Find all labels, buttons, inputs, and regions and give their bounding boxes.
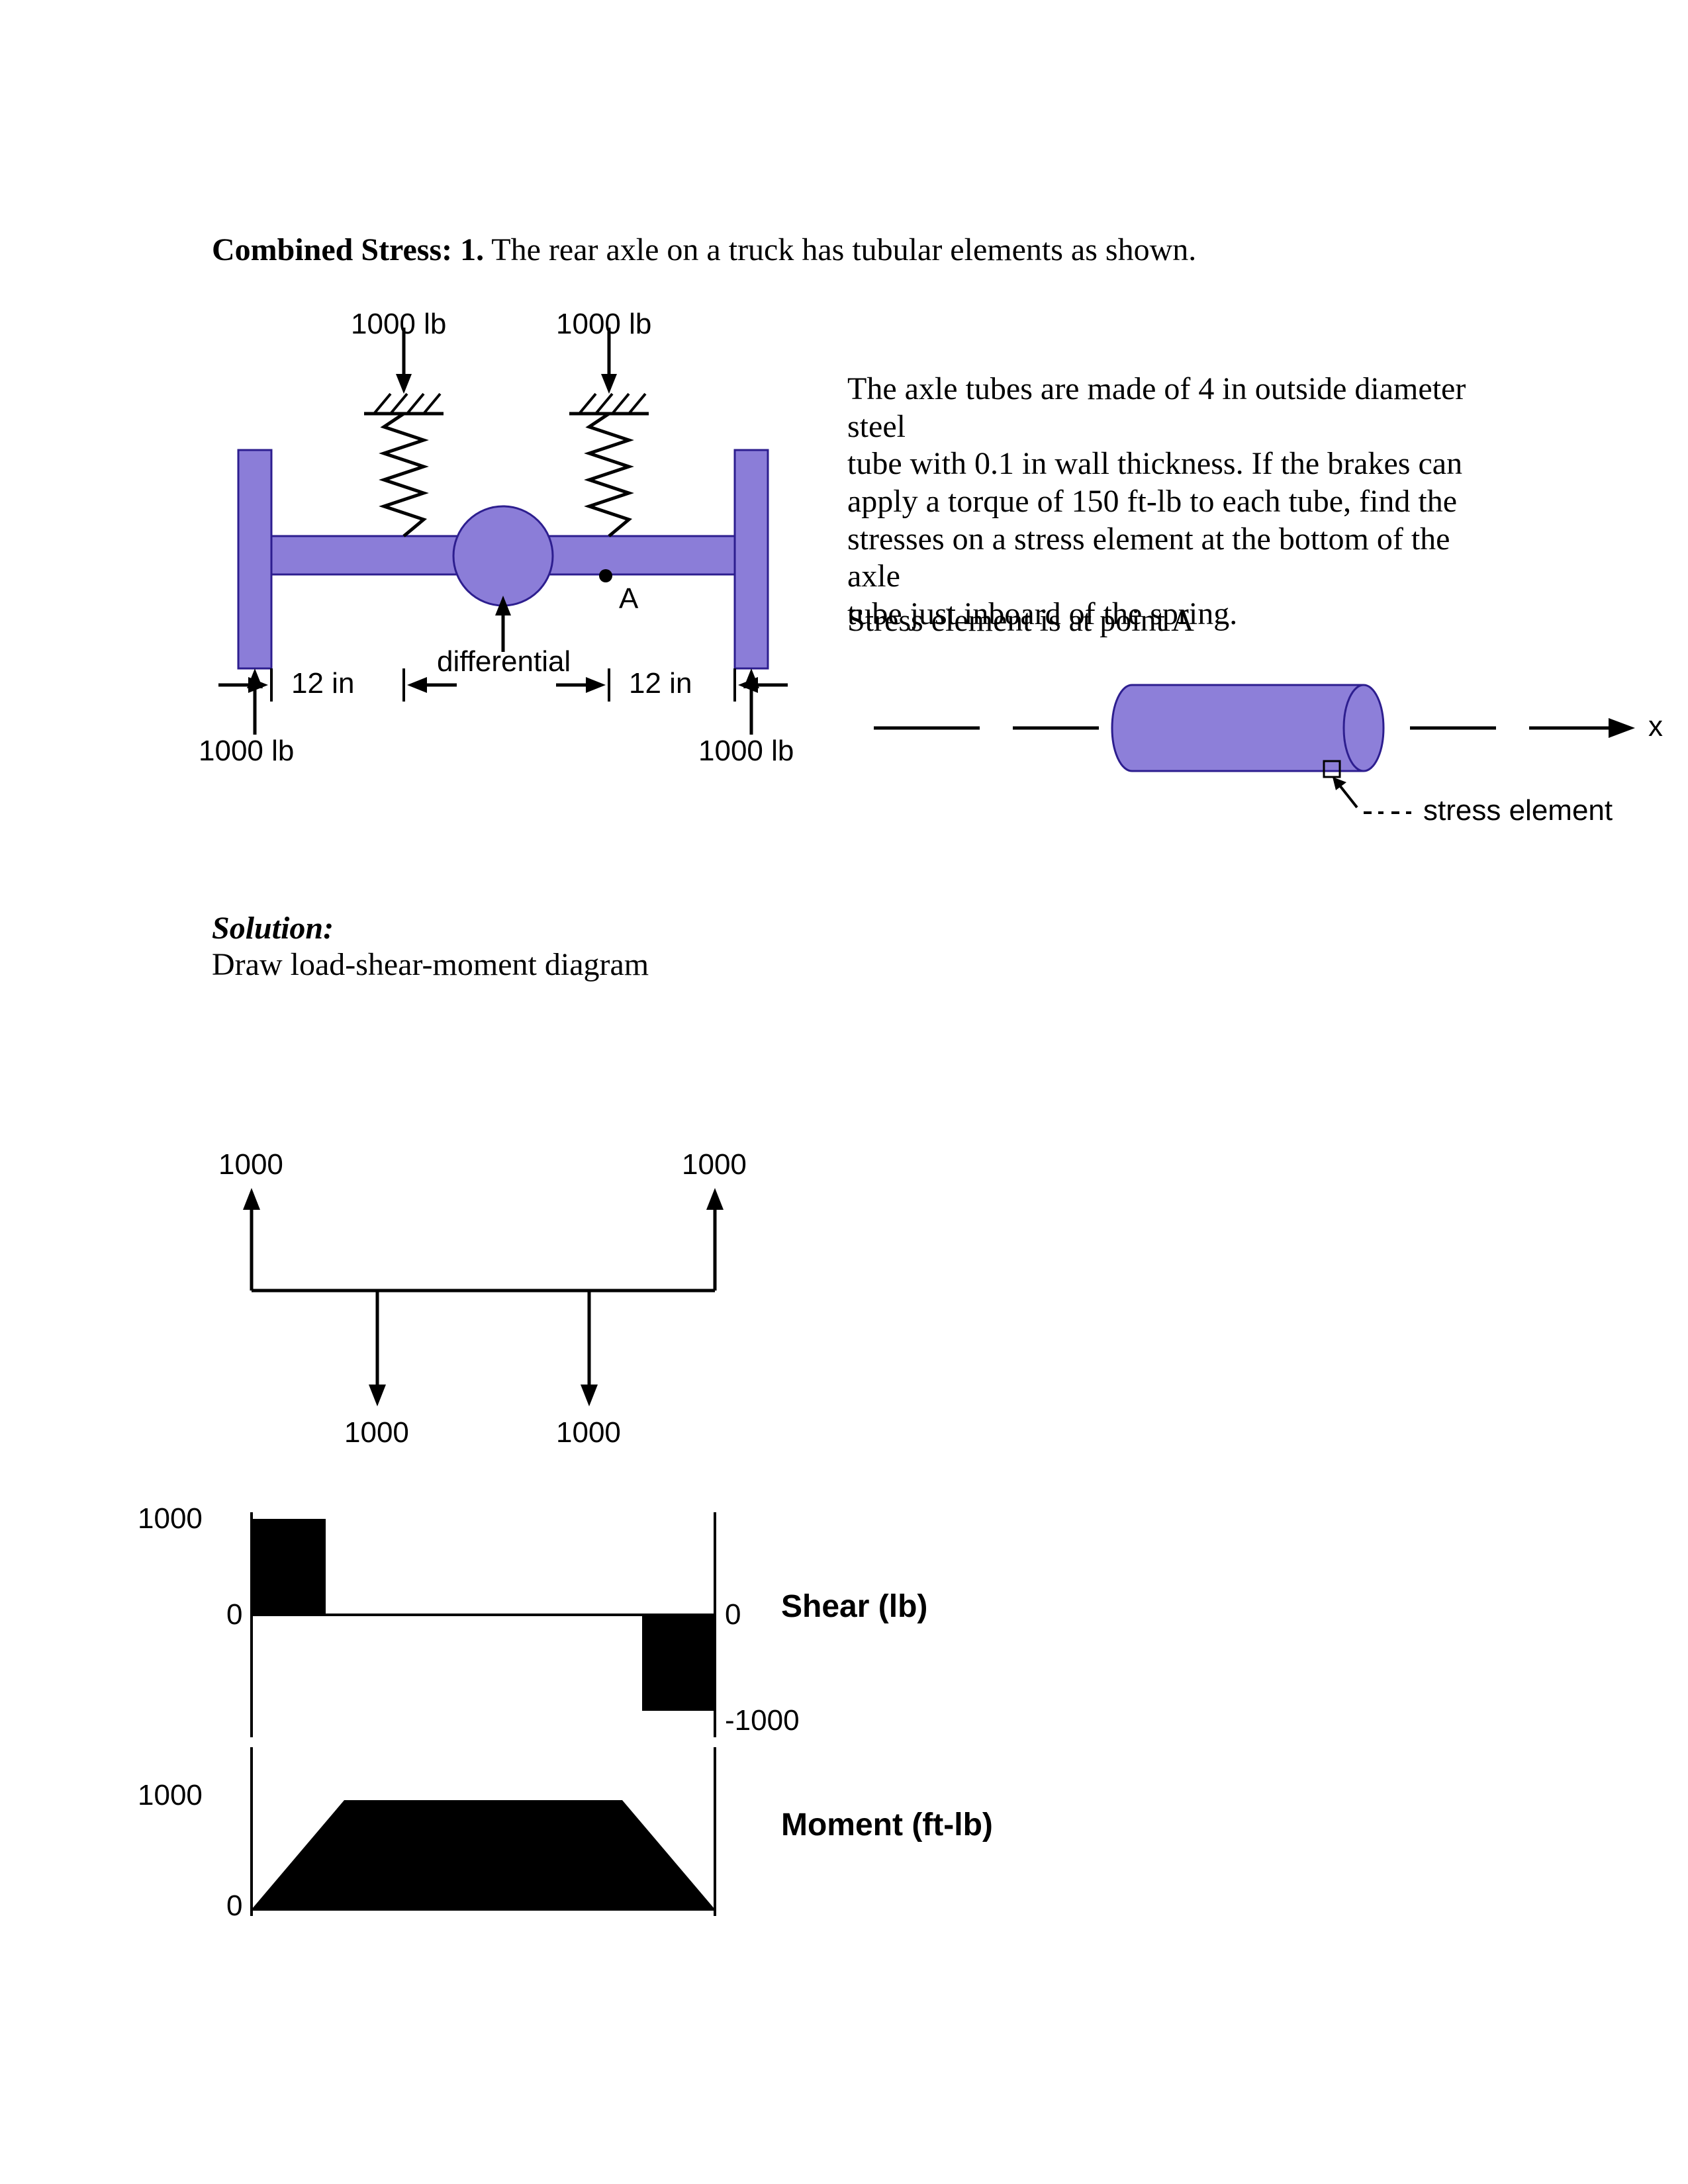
down-arrow-head (581, 1385, 598, 1406)
hatch (579, 394, 596, 414)
shear-diagram (212, 1502, 808, 1747)
x-axis-label: x (1648, 710, 1663, 743)
shear-zero-left-label: 0 (226, 1598, 242, 1631)
problem-line: stresses on a stress element at the bott… (847, 521, 1509, 596)
dim-right-label: 12 in (629, 667, 692, 700)
load-up-right-label: 1000 (682, 1148, 747, 1181)
stress-element-label: stress element (1423, 794, 1613, 827)
hatch (407, 394, 424, 414)
left-spring-assembly (364, 328, 444, 536)
load-top-left-label: 1000 lb (351, 308, 446, 341)
load-down-right-label: 1000 (556, 1416, 621, 1449)
differential-label: differential (437, 645, 571, 678)
up-arrow-head (706, 1188, 724, 1210)
load-top-right-label: 1000 lb (556, 308, 651, 341)
problem-line: apply a torque of 150 ft-lb to each tube… (847, 483, 1509, 521)
shear-top-label: 1000 (138, 1502, 203, 1535)
down-arrow-head (369, 1385, 386, 1406)
arrow-head (601, 374, 617, 394)
spring-coil (589, 414, 629, 536)
title-prefix: Combined Stress: 1. (212, 232, 484, 267)
stress-element-point-line: Stress element is at point A (847, 602, 1194, 639)
right-spring-assembly (569, 328, 649, 536)
title-line: Combined Stress: 1. The rear axle on a t… (212, 232, 1536, 268)
hatch (391, 394, 407, 414)
hatch (612, 394, 629, 414)
title-rest: The rear axle on a truck has tubular ele… (484, 232, 1196, 267)
x-axis-arrow-head (1609, 718, 1635, 738)
leader-arrow-head (1333, 777, 1346, 790)
solution-heading: Solution: (212, 910, 334, 946)
problem-line: tube with 0.1 in wall thickness. If the … (847, 445, 1509, 483)
arrow-head (396, 374, 412, 394)
load-up-left-label: 1000 (218, 1148, 283, 1181)
cylinder-body (1132, 685, 1364, 771)
up-arrow-head (243, 1188, 260, 1210)
problem-paragraph: The axle tubes are made of 4 in outside … (847, 371, 1509, 633)
differential-circle (453, 506, 553, 606)
hatch (424, 394, 440, 414)
moment-diagram (212, 1747, 808, 1946)
shear-zero-right-label: 0 (725, 1598, 741, 1631)
load-down-left-label: 1000 (344, 1416, 409, 1449)
moment-trapezoid (252, 1800, 715, 1909)
spring-coil (384, 414, 424, 536)
right-wheel (735, 450, 768, 668)
hatch (629, 394, 645, 414)
point-a-dot (599, 569, 612, 582)
moment-top-label: 1000 (138, 1779, 203, 1812)
left-wheel (238, 450, 271, 668)
point-a-label: A (619, 582, 638, 615)
axle-diagram (212, 298, 808, 774)
hatch (374, 394, 391, 414)
solution-subheading: Draw load-shear-moment diagram (212, 946, 649, 983)
moment-title: Moment (ft-lb) (781, 1807, 993, 1843)
hatch (596, 394, 612, 414)
problem-line: The axle tubes are made of 4 in outside … (847, 371, 1509, 445)
shear-neg-label: -1000 (725, 1704, 800, 1737)
cylinder-right-cap (1344, 685, 1383, 771)
moment-zero-label: 0 (226, 1889, 242, 1923)
shear-block-positive (253, 1519, 326, 1615)
dim-left-label: 12 in (291, 667, 354, 700)
shear-block-negative (642, 1615, 714, 1711)
load-bottom-left-label: 1000 lb (199, 735, 294, 768)
page-root: Combined Stress: 1. The rear axle on a t… (0, 0, 1688, 2184)
load-bottom-right-label: 1000 lb (698, 735, 794, 768)
shear-title: Shear (lb) (781, 1588, 927, 1625)
